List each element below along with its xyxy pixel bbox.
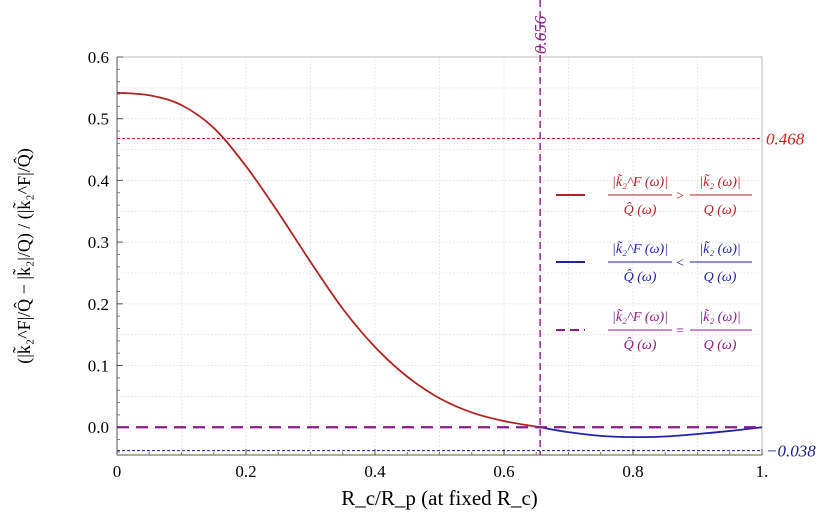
reference-lines: 0.468 −0.038 0.656	[117, 0, 816, 461]
x-tick-label: 0.6	[493, 462, 514, 481]
legend: |k̃₂^F (ω)| Q̂ (ω) > |k̃₂ (ω)| Q (ω) |k̃₂^F (…	[556, 173, 752, 353]
legend-rhs-numerator: |k̃₂ (ω)|	[699, 173, 741, 190]
x-tick-label: 0	[113, 462, 122, 481]
legend-operator: <	[675, 256, 684, 271]
legend-lhs-numerator: |k̃₂^F (ω)|	[612, 308, 668, 325]
x-tick-label: 0.4	[364, 462, 386, 481]
x-tick-label: 0.8	[622, 462, 643, 481]
legend-rhs-denominator: Q (ω)	[704, 203, 737, 218]
y-tick-label: 0.2	[88, 295, 109, 314]
y-tick-label: 0.3	[88, 233, 109, 252]
legend-lhs-numerator: |k̃₂^F (ω)|	[612, 240, 668, 257]
y-tick-label: 0.1	[88, 357, 109, 376]
legend-rhs-numerator: |k̃₂ (ω)|	[699, 240, 741, 257]
reference-line-label: 0.468	[766, 129, 805, 148]
reference-line-label: 0.656	[531, 15, 550, 54]
y-axis-label: (|k̃₂^F|/Q̂ − |k̃₂|/Q) / (|k̃₂^F|/Q̂)	[12, 148, 35, 364]
y-tick-label: 0.0	[88, 418, 109, 437]
y-tick-label: 0.5	[88, 110, 109, 129]
series-line-1	[116, 91, 541, 429]
y-tick-label: 0.4	[88, 171, 110, 190]
series-layer	[116, 91, 763, 439]
y-tick-label: 0.6	[88, 48, 109, 67]
legend-lhs-denominator: Q̂ (ω)	[624, 337, 657, 353]
legend-lhs-denominator: Q̂ (ω)	[624, 202, 657, 218]
x-axis-label: R_c/R_p (at fixed R_c)	[341, 486, 538, 510]
grid-layer	[117, 57, 762, 455]
legend-rhs-denominator: Q (ω)	[704, 270, 737, 285]
legend-rhs-numerator: |k̃₂ (ω)|	[699, 308, 741, 325]
tick-labels: 0 0.2 0.4 0.6 0.8 1. 0.0 0.1 0.2 0.3 0.4 0.5 0.6	[88, 48, 769, 481]
legend-rhs-denominator: Q (ω)	[704, 338, 737, 353]
reference-line-label: −0.038	[766, 442, 816, 461]
series-line-2	[539, 426, 763, 439]
legend-lhs-numerator: |k̃₂^F (ω)|	[612, 173, 668, 190]
legend-lhs-denominator: Q̂ (ω)	[624, 269, 657, 285]
axis-labels: R_c/R_p (at fixed R_c) (|k̃₂^F|/Q̂ − |k̃₂…	[12, 148, 538, 510]
x-tick-label: 1.	[756, 462, 769, 481]
legend-operator: =	[675, 324, 684, 339]
plot-frame	[116, 56, 763, 456]
legend-operator: >	[675, 189, 684, 204]
x-tick-label: 0.2	[235, 462, 256, 481]
